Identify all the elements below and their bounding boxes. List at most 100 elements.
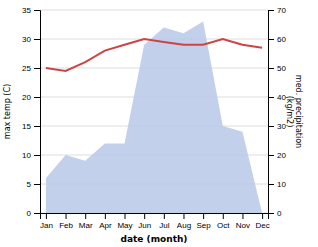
tick: Jun xyxy=(138,213,151,230)
tick-label: Jun xyxy=(138,221,151,230)
tick-mark xyxy=(268,213,274,214)
tick-mark xyxy=(164,213,165,219)
tick: May xyxy=(117,213,132,230)
tick: Oct xyxy=(217,213,230,230)
tick: 10 xyxy=(22,151,40,160)
tick-mark xyxy=(268,97,274,98)
y2-axis: 0 10 20 30 40 50 60 70 xyxy=(268,6,286,218)
tick: Aug xyxy=(177,213,191,230)
tick: Jan xyxy=(40,213,53,230)
tick: Jul xyxy=(159,213,169,230)
tick-label: Feb xyxy=(59,221,73,230)
tick: 40 xyxy=(268,93,286,102)
tick: 35 xyxy=(22,6,40,15)
tick-mark xyxy=(66,213,67,219)
tick-label: Mar xyxy=(79,221,93,230)
tick: 5 xyxy=(27,180,40,189)
title-line: med. precipitation xyxy=(294,75,303,148)
tick-label: May xyxy=(117,221,132,230)
tick-label: Oct xyxy=(217,221,230,230)
tick-mark xyxy=(34,184,40,185)
tick-label: Nov xyxy=(236,221,250,230)
tick: Sep xyxy=(197,213,212,230)
tick-label: 30 xyxy=(22,35,31,44)
tick-label: 20 xyxy=(22,93,31,102)
tick: Feb xyxy=(59,213,73,230)
tick-label: 10 xyxy=(22,151,31,160)
area xyxy=(46,22,262,213)
tick-mark xyxy=(34,10,40,11)
tick: 50 xyxy=(268,64,286,73)
x-axis: Jan Feb Mar Apr May Jun Jul Aug Sep Oct Nov Dec xyxy=(40,213,270,230)
tick-mark xyxy=(223,213,224,219)
tick-label: Aug xyxy=(177,221,191,230)
tick-mark xyxy=(34,39,40,40)
chart: Jan Feb Mar Apr May Jun Jul Aug Sep Oct Nov Dec 0 5 10… xyxy=(0,0,318,247)
tick-mark xyxy=(268,68,274,69)
tick-label: Jul xyxy=(159,221,169,230)
tick-mark xyxy=(34,68,40,69)
tick-mark xyxy=(242,213,243,219)
tick-mark xyxy=(125,213,126,219)
tick-mark xyxy=(268,155,274,156)
tick-mark xyxy=(268,39,274,40)
tick-mark xyxy=(268,126,274,127)
tick: 10 xyxy=(268,180,286,189)
tick: 25 xyxy=(22,64,40,73)
tick-label: 5 xyxy=(27,180,32,189)
y-axis: 0 5 10 15 20 25 30 35 xyxy=(22,6,40,218)
tick: 20 xyxy=(22,93,40,102)
tick: Mar xyxy=(79,213,93,230)
tick-label: 35 xyxy=(22,6,31,15)
tick: 15 xyxy=(22,122,40,131)
tick-label: 0 xyxy=(277,209,282,218)
y-axis-title: max temp (C) xyxy=(3,84,12,139)
tick-mark xyxy=(34,213,40,214)
tick-label: Dec xyxy=(255,221,269,230)
tick-label: 50 xyxy=(277,64,286,73)
tick-label: 25 xyxy=(22,64,31,73)
tick-label: 10 xyxy=(277,180,286,189)
tick: Nov xyxy=(236,213,250,230)
y2-axis-title: med. precipitation(kg/m2) xyxy=(285,75,303,148)
tick-mark xyxy=(46,213,47,219)
tick-mark xyxy=(268,184,274,185)
tick-label: 40 xyxy=(277,93,286,102)
tick: Apr xyxy=(99,213,112,230)
tick-mark xyxy=(34,97,40,98)
tick: Dec xyxy=(255,213,269,230)
tick-mark xyxy=(105,213,106,219)
tick: 70 xyxy=(268,6,286,15)
tick: 0 xyxy=(27,209,40,218)
tick-label: Jan xyxy=(40,221,53,230)
tick-label: 20 xyxy=(277,151,286,160)
tick: 30 xyxy=(268,122,286,131)
tick-mark xyxy=(268,10,274,11)
tick-mark xyxy=(34,155,40,156)
tick: 20 xyxy=(268,151,286,160)
tick-label: Apr xyxy=(99,221,112,230)
tick-label: 0 xyxy=(27,209,32,218)
tick-label: 15 xyxy=(22,122,31,131)
x-axis-title: date (month) xyxy=(121,234,188,244)
tick-mark xyxy=(262,213,263,219)
grid-line xyxy=(40,10,268,11)
tick-mark xyxy=(183,213,184,219)
marks xyxy=(46,22,262,213)
axis-line xyxy=(41,214,269,220)
tick-label: 30 xyxy=(277,122,286,131)
tick-mark xyxy=(203,213,204,219)
tick: 30 xyxy=(22,35,40,44)
tick: 0 xyxy=(268,209,282,218)
tick-label: 70 xyxy=(277,6,286,15)
plot: Jan Feb Mar Apr May Jun Jul Aug Sep Oct Nov Dec 0 5 10… xyxy=(22,6,286,230)
tick-label: Sep xyxy=(197,221,212,230)
axis-line xyxy=(34,11,41,214)
tick-label: 60 xyxy=(277,35,286,44)
tick: 60 xyxy=(268,35,286,44)
tick-mark xyxy=(85,213,86,219)
tick-mark xyxy=(144,213,145,219)
title-line: (kg/m2) xyxy=(285,96,294,128)
axis-line xyxy=(269,11,275,214)
line xyxy=(46,39,262,71)
